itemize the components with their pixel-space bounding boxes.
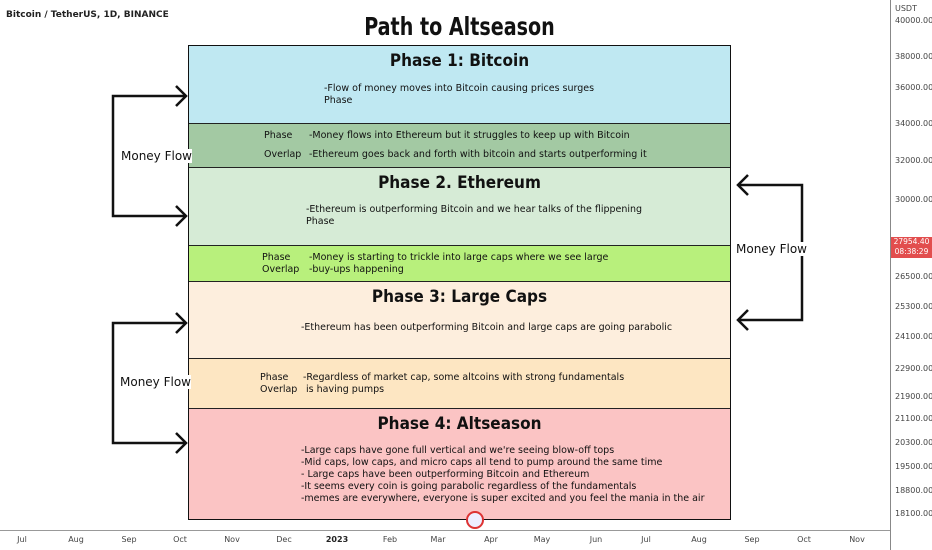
phase-desc: -Large caps have gone full vertical and … [301, 445, 705, 504]
overlap-label: Phase [260, 372, 289, 383]
time-label: Aug [691, 535, 707, 544]
phase-3: Phase 3: Large Caps -Ethereum has been o… [189, 282, 730, 359]
overlap-text: -Money flows into Ethereum but it strugg… [309, 130, 630, 141]
time-label: Oct [173, 535, 187, 544]
money-flow-arrows [111, 85, 804, 454]
phase-title: Phase 4: Altseason [377, 414, 542, 434]
bar-countdown: 08:38:29 [894, 247, 929, 256]
price-label: 21100.00 [895, 414, 932, 423]
bracket-arrow-1 [111, 94, 186, 218]
time-label: Oct [797, 535, 811, 544]
time-label: Aug [68, 535, 84, 544]
time-label: Jun [589, 535, 603, 544]
phase-4: Phase 4: Altseason -Large caps have gone… [189, 409, 730, 519]
price-label: 20300.00 [895, 438, 932, 447]
price-label: 24100.00 [895, 332, 932, 341]
time-label: Apr [484, 535, 498, 544]
price-label: 18800.00 [895, 486, 932, 495]
time-label: May [533, 535, 551, 544]
price-label: 19500.00 [895, 462, 932, 471]
time-label: Nov [849, 535, 865, 544]
page-title: Path to Altseason [364, 12, 555, 41]
overlap-text: -buy-ups happening [309, 264, 404, 275]
overlap-text: -Regardless of market cap, some altcoins… [303, 372, 625, 383]
overlap-text: -Money is starting to trickle into large… [309, 252, 609, 263]
price-label: 36000.00 [895, 83, 932, 92]
author-logo-icon [466, 511, 484, 529]
phase-2: Phase 2. Ethereum -Ethereum is outperfor… [189, 168, 730, 246]
phase-title: Phase 1: Bitcoin [389, 51, 530, 71]
time-label: Sep [121, 535, 137, 544]
overlap-label: Phase [264, 130, 293, 141]
price-label: 32000.00 [895, 156, 932, 165]
overlap-text: -Ethereum goes back and forth with bitco… [309, 149, 647, 160]
time-label: Jul [641, 535, 651, 544]
currency-label: USDT [895, 4, 917, 13]
symbol-label[interactable]: Bitcoin / TetherUS, 1D, BINANCE [6, 10, 169, 20]
time-label: Nov [224, 535, 240, 544]
price-label: 38000.00 [895, 52, 932, 61]
price-label: 25300.00 [895, 302, 932, 311]
time-label: Mar [430, 535, 446, 544]
price-label: 34000.00 [895, 119, 932, 128]
time-label: Feb [382, 535, 398, 544]
price-label: 26500.00 [895, 272, 932, 281]
money-flow-label: Money Flow [121, 149, 192, 163]
price-label: 22900.00 [895, 364, 932, 373]
current-price-tag: 27954.40 08:38:29 [891, 237, 932, 258]
phase-desc: -Ethereum is outperforming Bitcoin and w… [306, 204, 643, 227]
overlap-label: Phase [262, 252, 291, 263]
overlap-text: is having pumps [303, 384, 385, 395]
phase-desc: -Ethereum has been outperforming Bitcoin… [301, 322, 673, 333]
current-price: 27954.40 [893, 237, 930, 246]
price-label: 21900.00 [895, 392, 932, 401]
price-label: 30000.00 [895, 195, 932, 204]
money-flow-label: Money Flow [120, 375, 191, 389]
price-label: 18100.00 [895, 509, 932, 518]
time-label: Dec [276, 535, 292, 544]
overlap-1: Phase Overlap -Money flows into Ethereum… [189, 124, 730, 168]
phase-title: Phase 3: Large Caps [371, 287, 548, 307]
money-flow-label: Money Flow [736, 242, 807, 256]
overlap-3: Phase Overlap -Regardless of market cap,… [189, 359, 730, 409]
phase-board: Phase 1: Bitcoin -Flow of money moves in… [188, 45, 731, 520]
time-label: 2023 [325, 535, 349, 544]
time-label: Jul [17, 535, 27, 544]
price-axis-line [890, 0, 891, 550]
overlap-label: Overlap [264, 149, 302, 160]
overlap-label: Overlap [260, 384, 298, 395]
phase-desc: -Flow of money moves into Bitcoin causin… [324, 83, 595, 106]
phase-1: Phase 1: Bitcoin -Flow of money moves in… [189, 46, 730, 124]
time-label: Sep [744, 535, 760, 544]
time-axis-line [0, 530, 890, 531]
bracket-arrow-2 [111, 321, 186, 445]
overlap-label: Overlap [262, 264, 300, 275]
price-label: 40000.00 [895, 16, 932, 25]
phase-title: Phase 2. Ethereum [378, 173, 541, 193]
overlap-2: Phase Overlap -Money is starting to tric… [189, 246, 730, 282]
